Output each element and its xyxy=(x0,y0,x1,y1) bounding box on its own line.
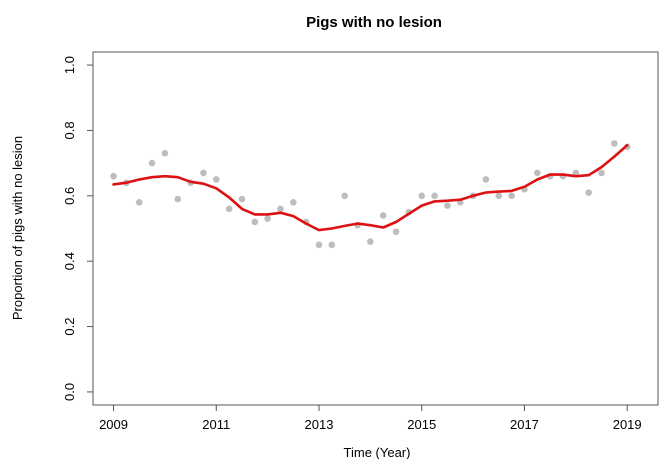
data-point xyxy=(110,172,117,180)
data-point xyxy=(212,176,220,183)
y-axis-label: Proportion of pigs with no lesion xyxy=(10,136,25,320)
plot-frame xyxy=(92,51,659,406)
x-tick-label: 2017 xyxy=(510,417,539,432)
data-point xyxy=(225,205,233,213)
data-point xyxy=(598,169,605,177)
data-point xyxy=(174,195,182,203)
data-point xyxy=(341,192,348,200)
data-points xyxy=(110,140,631,249)
data-point xyxy=(444,202,451,209)
data-point xyxy=(495,192,503,200)
data-point xyxy=(482,176,490,183)
data-point xyxy=(533,169,541,177)
data-point xyxy=(290,199,297,206)
trend-lines xyxy=(112,143,629,232)
trend-line xyxy=(112,143,629,232)
x-tick-label: 2015 xyxy=(407,417,436,432)
chart-title: Pigs with no lesion xyxy=(306,14,442,31)
x-tick-label: 2009 xyxy=(99,417,128,432)
x-tick-label: 2013 xyxy=(305,417,334,432)
data-point xyxy=(200,169,207,177)
x-tick-label: 2011 xyxy=(202,417,230,432)
data-point xyxy=(161,150,169,157)
data-point xyxy=(431,192,438,200)
x-axis-label: Time (Year) xyxy=(344,445,411,459)
data-point xyxy=(572,169,580,177)
x-axis: 2009 2011 2013 2015 2017 2019 xyxy=(99,405,642,432)
y-tick-label: 0.8 xyxy=(62,121,77,139)
data-point xyxy=(585,189,592,196)
y-axis: 0.0 0.2 0.4 0.6 0.8 1.0 xyxy=(62,56,93,401)
data-point xyxy=(251,218,259,226)
y-tick-label: 0.2 xyxy=(62,318,77,336)
data-point xyxy=(367,238,374,245)
data-point xyxy=(238,195,246,203)
data-point xyxy=(264,215,271,222)
data-point xyxy=(315,241,323,249)
y-tick-label: 1.0 xyxy=(62,56,77,74)
data-point xyxy=(418,192,426,200)
y-tick-label: 0.0 xyxy=(62,383,77,401)
data-point xyxy=(135,199,143,206)
data-point xyxy=(277,205,284,213)
data-point xyxy=(148,159,156,167)
y-tick-label: 0.6 xyxy=(62,187,77,205)
data-point xyxy=(611,140,618,147)
data-point xyxy=(379,212,387,219)
x-tick-label: 2019 xyxy=(613,417,642,432)
y-tick-label: 0.4 xyxy=(62,252,77,270)
data-point xyxy=(392,228,400,236)
data-point xyxy=(328,241,336,249)
data-point xyxy=(508,192,515,200)
